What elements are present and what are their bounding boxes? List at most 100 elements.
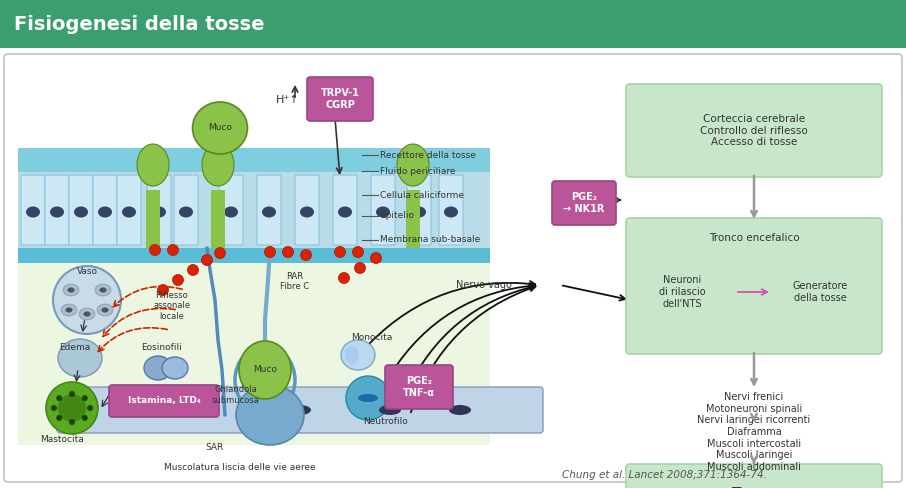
FancyBboxPatch shape [307,77,373,121]
FancyBboxPatch shape [333,175,357,245]
Ellipse shape [162,357,188,379]
Bar [18,248,490,263]
Text: Riflesso
assonale
locale: Riflesso assonale locale [153,291,190,321]
Text: Tosse: Tosse [732,486,776,488]
Ellipse shape [412,206,426,218]
Text: Muscolatura liscia delle vie aeree: Muscolatura liscia delle vie aeree [164,464,316,472]
Ellipse shape [179,206,193,218]
FancyBboxPatch shape [4,54,902,482]
FancyBboxPatch shape [439,175,463,245]
Text: Muco: Muco [208,123,232,133]
Text: Recettore della tosse: Recettore della tosse [380,150,476,160]
Text: Chung et al. Lancet 2008;371:1364-74.: Chung et al. Lancet 2008;371:1364-74. [562,470,766,480]
Text: Epitelio: Epitelio [380,211,414,221]
FancyBboxPatch shape [626,218,882,354]
Ellipse shape [122,206,136,218]
Circle shape [334,246,345,258]
Ellipse shape [224,206,238,218]
Circle shape [371,252,381,264]
Text: RAR
Fibre C: RAR Fibre C [281,272,310,291]
FancyBboxPatch shape [626,464,882,488]
Circle shape [46,382,98,434]
Ellipse shape [137,144,169,186]
FancyBboxPatch shape [57,387,543,433]
Text: Vaso: Vaso [76,267,98,277]
Text: TRPV-1
CGRP: TRPV-1 CGRP [321,88,360,110]
Text: PGE₂
TNF-α: PGE₂ TNF-α [403,376,435,398]
Ellipse shape [97,304,113,316]
Text: Tronco encefalico: Tronco encefalico [708,233,799,243]
Circle shape [56,395,63,401]
Text: H⁺↑: H⁺↑ [276,95,300,105]
Bar [0,0,906,48]
Circle shape [51,405,57,411]
Text: Membrana sub-basale: Membrana sub-basale [380,236,480,244]
Ellipse shape [83,311,91,317]
Ellipse shape [338,206,352,218]
Ellipse shape [98,206,112,218]
Text: Monocita: Monocita [352,332,392,342]
Text: Neutrofilo: Neutrofilo [362,418,408,427]
Text: PGE₂
→ NK1R: PGE₂ → NK1R [564,192,604,214]
Circle shape [215,247,226,259]
Circle shape [354,263,365,273]
FancyBboxPatch shape [219,175,243,245]
Ellipse shape [144,356,172,380]
Ellipse shape [289,405,311,415]
Circle shape [58,394,86,422]
Ellipse shape [63,284,79,296]
Circle shape [172,274,184,285]
FancyBboxPatch shape [147,175,171,245]
Text: Nervi frenici
Motoneuroni spinali
Nervi laringei ricorrenti: Nervi frenici Motoneuroni spinali Nervi … [698,392,811,425]
FancyBboxPatch shape [117,175,141,245]
Ellipse shape [192,102,247,154]
Ellipse shape [101,307,109,312]
Circle shape [87,405,93,411]
Ellipse shape [26,206,40,218]
Ellipse shape [61,304,77,316]
Text: Diaframma
Muscoli intercostali
Muscoli laringei
Muscoli addominali: Diaframma Muscoli intercostali Muscoli l… [707,427,801,472]
Ellipse shape [449,405,471,415]
Text: Fluido periciliare: Fluido periciliare [380,166,456,176]
Bar [18,148,490,172]
Text: Generatore
della tosse: Generatore della tosse [793,281,848,303]
FancyBboxPatch shape [45,175,69,245]
FancyBboxPatch shape [109,385,219,417]
FancyBboxPatch shape [385,365,453,409]
Ellipse shape [358,394,378,402]
Circle shape [339,272,350,284]
FancyBboxPatch shape [371,175,395,245]
Circle shape [53,266,121,334]
Bar [18,263,490,445]
Text: Corteccia cerebrale
Controllo del riflesso
Accesso di tosse: Corteccia cerebrale Controllo del rifles… [700,114,808,147]
Circle shape [158,285,169,296]
Circle shape [82,415,88,421]
Circle shape [188,264,198,276]
Circle shape [69,391,75,397]
FancyBboxPatch shape [69,175,93,245]
FancyBboxPatch shape [407,175,431,245]
FancyBboxPatch shape [552,181,616,225]
Ellipse shape [79,308,95,320]
Bar [406,190,420,248]
Ellipse shape [262,206,276,218]
Ellipse shape [345,346,359,364]
Circle shape [56,415,63,421]
Ellipse shape [444,206,458,218]
Text: Muco: Muco [253,366,277,374]
Bar [146,190,160,248]
Circle shape [82,395,88,401]
Ellipse shape [119,405,141,415]
Ellipse shape [239,341,291,399]
Ellipse shape [236,385,304,445]
FancyBboxPatch shape [626,84,882,177]
Text: Eosinofili: Eosinofili [141,344,182,352]
Ellipse shape [189,405,211,415]
Text: Nervo vago: Nervo vago [456,280,512,290]
Text: Ghiandola
submucosa: Ghiandola submucosa [212,386,260,405]
Bar [18,172,490,248]
Ellipse shape [300,206,314,218]
Ellipse shape [152,206,166,218]
Circle shape [352,246,363,258]
FancyBboxPatch shape [257,175,281,245]
